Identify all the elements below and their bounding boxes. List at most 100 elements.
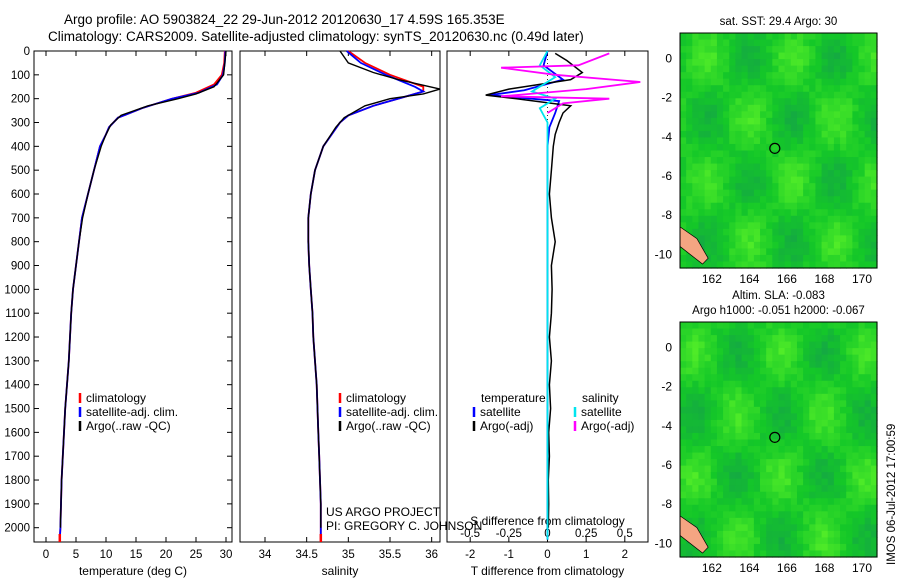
map-cell — [772, 504, 780, 512]
map-cell — [864, 196, 872, 204]
map-cell — [704, 465, 712, 473]
map-cell — [729, 530, 737, 539]
map-cell — [680, 261, 687, 269]
map-cell — [827, 380, 835, 388]
map-cell — [840, 183, 847, 191]
map-cell — [723, 143, 730, 152]
map-cell — [784, 413, 792, 421]
map-cell — [772, 406, 780, 414]
map-cell — [772, 361, 780, 369]
map-cell — [827, 137, 835, 145]
map-cell — [864, 235, 872, 243]
map-cell — [784, 485, 792, 493]
map-cell — [692, 472, 700, 480]
map-cell — [796, 478, 804, 486]
map-cell — [778, 46, 786, 54]
map-cell — [716, 393, 724, 401]
map-cell — [821, 354, 829, 362]
map-cell — [790, 335, 798, 343]
map-cell — [784, 511, 792, 519]
map-cell — [796, 104, 804, 112]
map-cell — [840, 380, 847, 388]
map-cell — [735, 163, 743, 171]
map-cell — [723, 361, 730, 369]
map-cell — [741, 380, 749, 388]
map-cell — [723, 439, 730, 447]
map-cell — [741, 393, 749, 401]
map-cell — [741, 59, 749, 67]
map-cell — [710, 504, 718, 512]
map-cell — [716, 341, 724, 349]
map-cell — [729, 439, 737, 447]
map-cell — [692, 485, 700, 493]
map-cell — [846, 78, 853, 86]
map-cell — [864, 530, 872, 539]
map-cell — [692, 400, 700, 408]
map-cell — [760, 222, 767, 230]
map-cell — [809, 33, 817, 41]
map-cell — [772, 143, 780, 152]
map-x-tick-label: 166 — [777, 561, 797, 575]
map-cell — [760, 537, 767, 545]
map-cell — [840, 39, 847, 47]
map-cell — [741, 183, 749, 191]
map-cell — [809, 354, 817, 362]
map-cell — [747, 143, 755, 152]
map-cell — [723, 163, 730, 171]
map-cell — [753, 228, 761, 236]
map-cell — [846, 387, 853, 395]
map-cell — [858, 498, 866, 506]
map-cell — [846, 202, 853, 210]
map-cell — [815, 222, 823, 230]
map-cell — [772, 124, 780, 132]
map-cell — [710, 85, 718, 93]
map-cell — [753, 413, 761, 421]
map-cell — [846, 478, 853, 486]
map-cell — [827, 157, 835, 165]
map-cell — [772, 354, 780, 362]
map-cell — [840, 150, 847, 158]
map-cell — [815, 374, 823, 382]
map-cell — [716, 241, 724, 250]
map-cell — [852, 322, 860, 330]
map-cell — [827, 413, 835, 421]
map-cell — [864, 517, 872, 525]
map-cell — [760, 400, 767, 408]
map-cell — [729, 59, 737, 67]
map-cell — [704, 472, 712, 480]
map-cell — [710, 130, 718, 139]
map-cell — [716, 150, 724, 158]
map-y-tick-label: -6 — [661, 169, 672, 183]
map-cell — [747, 335, 755, 343]
map-cell — [704, 98, 712, 106]
map-cell — [741, 446, 749, 454]
map-cell — [680, 367, 687, 375]
map-cell — [833, 367, 841, 375]
map-cell — [790, 439, 798, 447]
map-cell — [686, 157, 693, 165]
map-cell — [716, 98, 724, 106]
map-cell — [692, 183, 700, 191]
map-cell — [840, 335, 847, 343]
map-cell — [698, 361, 706, 369]
map-cell — [747, 59, 755, 67]
map-cell — [741, 478, 749, 486]
map-cell — [747, 550, 755, 558]
map-cell — [790, 78, 798, 86]
map-cell — [760, 406, 767, 414]
map-cell — [827, 215, 835, 223]
map-cell — [741, 426, 749, 434]
map-cell — [710, 111, 718, 119]
map-cell — [778, 254, 786, 263]
map-cell — [790, 517, 798, 525]
map-cell — [833, 504, 841, 512]
map-cell — [747, 248, 755, 256]
map-cell — [821, 52, 829, 60]
map-cell — [680, 117, 687, 125]
map-cell — [766, 387, 773, 395]
map-cell — [704, 130, 712, 139]
map-cell — [710, 419, 718, 428]
map-cell — [803, 426, 810, 434]
map-cell — [716, 183, 724, 191]
map-cell — [827, 261, 835, 269]
